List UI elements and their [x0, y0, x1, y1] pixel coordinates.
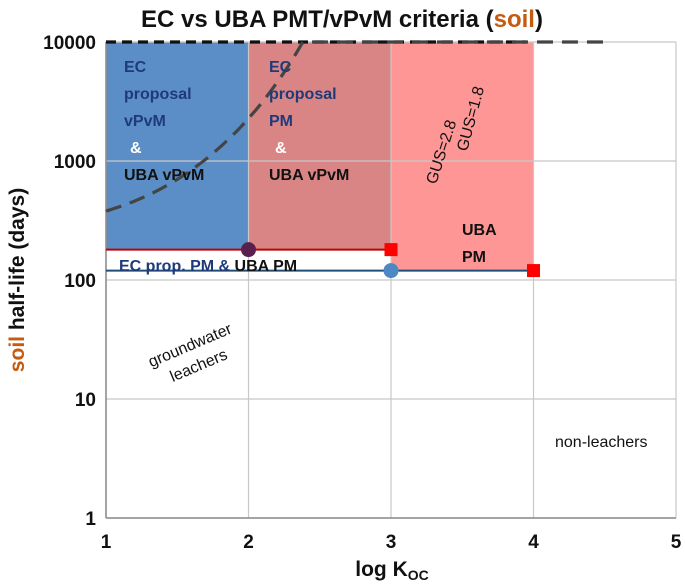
region-3 [391, 42, 534, 271]
region-label-line: EC [124, 59, 147, 76]
chart-title: EC vs UBA PMT/vPvM criteria (soil) [141, 6, 543, 33]
marker-circle-1 [241, 242, 256, 258]
threshold-band-label: EC prop. PM & UBA PM [119, 258, 297, 275]
y-tick-label: 10000 [43, 33, 96, 54]
region-label-line: proposal [269, 86, 337, 103]
gus-curve-2 [105, 40, 612, 213]
region-2 [248, 42, 391, 250]
y-tick-label: 100 [64, 271, 96, 292]
region-label-line: & [275, 140, 287, 157]
region-label-line: EC [269, 59, 292, 76]
region-label-line: proposal [124, 86, 192, 103]
y-tick-label: 10 [75, 390, 96, 411]
threshold-markers [241, 242, 540, 279]
region-label-line: UBA vPvM [269, 167, 349, 184]
y-tick-label: 1000 [54, 152, 96, 173]
axis-ticks: 1 2 3 4 5 1 10 100 1000 10000 [43, 33, 682, 553]
criteria-regions [106, 42, 534, 271]
groundwater-leachers-label: groundwaterleachers [146, 320, 244, 391]
marker-square-4 [527, 264, 540, 278]
region-label-line: PM [462, 249, 486, 266]
region-label-line: & [130, 140, 142, 157]
x-tick-label: 5 [671, 532, 682, 553]
y-axis-label: soil half-life (days) [6, 188, 29, 372]
non-leachers-label: non-leachers [555, 434, 648, 451]
x-axis-label: log KOC [355, 558, 429, 583]
y-tick-label: 1 [85, 509, 96, 530]
region-label-line: vPvM [124, 113, 166, 130]
x-tick-label: 3 [386, 532, 397, 553]
x-tick-label: 1 [101, 532, 112, 553]
x-tick-label: 4 [528, 532, 539, 553]
region-1 [106, 42, 249, 250]
gridlines [105, 41, 677, 519]
region-labels: EC proposal vPvM & UBA vPvM EC proposal PM & UBA … [124, 59, 497, 266]
region-label-line: PM [269, 113, 293, 130]
x-tick-label: 2 [243, 532, 254, 553]
marker-circle-3 [383, 263, 399, 279]
marker-square-2 [384, 243, 398, 257]
region-label-line: UBA vPvM [124, 167, 204, 184]
region-label-line: UBA [462, 222, 497, 239]
